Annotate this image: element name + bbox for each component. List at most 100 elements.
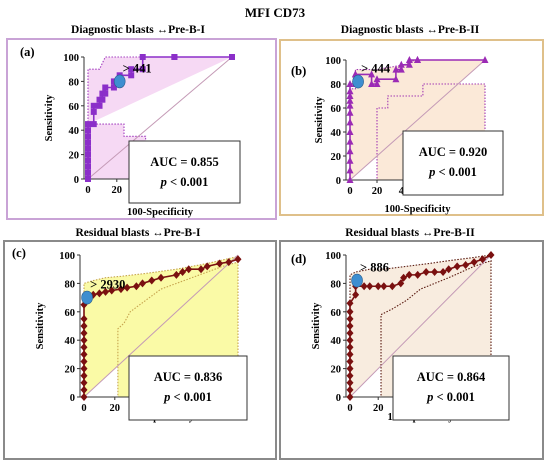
ci-upper-line: [349, 254, 492, 397]
roc-point: [80, 336, 88, 345]
roc-point: [85, 139, 91, 146]
y-tick-label: 20: [331, 365, 342, 376]
roc-point: [414, 270, 422, 279]
panel-a: Diagnostic blasts ↔Pre-B-I (a) 0 20 40 60 80 10…: [6, 24, 277, 220]
roc-point: [368, 80, 376, 87]
x-axis-label: 100-Specificity: [385, 204, 452, 215]
cutoff-marker: [81, 290, 93, 305]
cutoff-marker: [351, 273, 363, 288]
roc-point: [85, 169, 91, 176]
roc-point: [80, 322, 88, 330]
roc-point: [346, 329, 354, 338]
roc-point: [123, 283, 131, 292]
roc-point: [346, 378, 354, 387]
roc-point: [90, 121, 97, 128]
y-tick-label: 20: [331, 152, 342, 163]
roc-point: [346, 96, 354, 104]
roc-point: [346, 147, 354, 155]
panel-c: Residual blasts ↔Pre-B-I (c) 0 20 40 60 80 100 0…: [3, 227, 277, 460]
roc-point: [80, 385, 88, 394]
roc-point: [422, 268, 430, 277]
roc-point: [85, 145, 91, 152]
roc-point: [346, 307, 354, 316]
roc-point: [185, 265, 193, 274]
y-tick-label: 100: [325, 251, 341, 262]
roc-point: [346, 343, 354, 352]
figure-title: MFI CD73: [245, 5, 306, 20]
ci-upper-line: [83, 255, 239, 397]
y-tick-label: 0: [70, 393, 75, 404]
roc-point: [346, 92, 354, 99]
y-tick-label: 40: [65, 336, 76, 347]
roc-point: [470, 258, 478, 267]
roc-point: [397, 279, 405, 288]
auc-text: AUC = 0.920: [419, 145, 488, 159]
panel-title: Diagnostic blasts ↔Pre-B-II: [341, 24, 480, 36]
roc-point: [102, 287, 110, 296]
roc-point: [346, 137, 354, 145]
panel-title: Diagnostic blasts ↔Pre-B-I: [71, 24, 205, 36]
cutoff-marker: [113, 74, 126, 89]
roc-point: [85, 163, 91, 170]
y-tick-label: 80: [331, 80, 342, 91]
cutoff-label: > 886: [360, 261, 389, 275]
auc-text: AUC = 0.836: [154, 370, 223, 384]
y-tick-label: 100: [63, 53, 79, 64]
roc-point: [80, 350, 88, 359]
y-tick-label: 80: [65, 279, 76, 290]
y-tick-label: 20: [65, 365, 76, 376]
roc-point: [479, 255, 487, 264]
roc-point: [117, 285, 125, 294]
roc-point: [229, 54, 235, 60]
roc-point: [80, 357, 88, 366]
ci-lower-line: [350, 259, 492, 398]
cutoff-label: > 2930: [90, 278, 125, 292]
reference-diagonal: [83, 254, 239, 398]
ci-lower-line: [84, 261, 239, 398]
roc-point: [80, 329, 88, 338]
roc-point: [139, 279, 147, 288]
reference-diagonal: [349, 59, 486, 181]
auc-text: AUC = 0.855: [150, 155, 219, 169]
roc-point: [85, 121, 91, 128]
roc-point: [405, 56, 413, 63]
x-tick-label: 0: [81, 403, 86, 414]
roc-point: [405, 270, 413, 279]
auc-box: [128, 140, 241, 204]
roc-point: [346, 336, 354, 345]
y-tick-label: 40: [331, 128, 342, 139]
roc-point: [346, 166, 354, 174]
p-value-text: p < 0.001: [428, 165, 477, 179]
y-axis-label: Sensitivity: [35, 302, 46, 349]
y-tick-label: 20: [69, 151, 80, 162]
p-value-text: p < 0.001: [426, 390, 475, 404]
roc-point: [346, 371, 354, 380]
y-tick-label: 60: [331, 308, 342, 319]
roc-point: [366, 282, 374, 291]
roc-point: [85, 176, 91, 182]
panel-label: (a): [20, 45, 35, 59]
x-axis-label: 100-Specificity: [127, 207, 194, 218]
y-tick-label: 40: [69, 126, 80, 137]
roc-point: [414, 56, 421, 63]
roc-point: [225, 258, 233, 267]
roc-point: [373, 80, 381, 87]
p-value-text: p < 0.001: [163, 390, 212, 404]
roc-point: [85, 127, 91, 134]
x-tick-label: 20: [372, 186, 383, 197]
roc-point: [346, 350, 354, 359]
roc-point: [85, 151, 91, 158]
auc-text: AUC = 0.864: [417, 370, 486, 384]
roc-point: [360, 282, 368, 291]
y-axis-label: Sensitivity: [44, 94, 55, 141]
roc-point: [90, 108, 97, 115]
y-tick-label: 80: [331, 279, 342, 290]
roc-point: [128, 72, 135, 79]
roc-point: [95, 289, 103, 298]
cutoff-label: > 441: [123, 61, 152, 75]
y-tick-label: 60: [331, 104, 342, 115]
auc-box: [402, 130, 504, 196]
panel-b: Diagnostic blasts ↔Pre-B-II (b) 0 20 40 60 80 1…: [279, 24, 544, 216]
roc-point: [346, 128, 354, 135]
